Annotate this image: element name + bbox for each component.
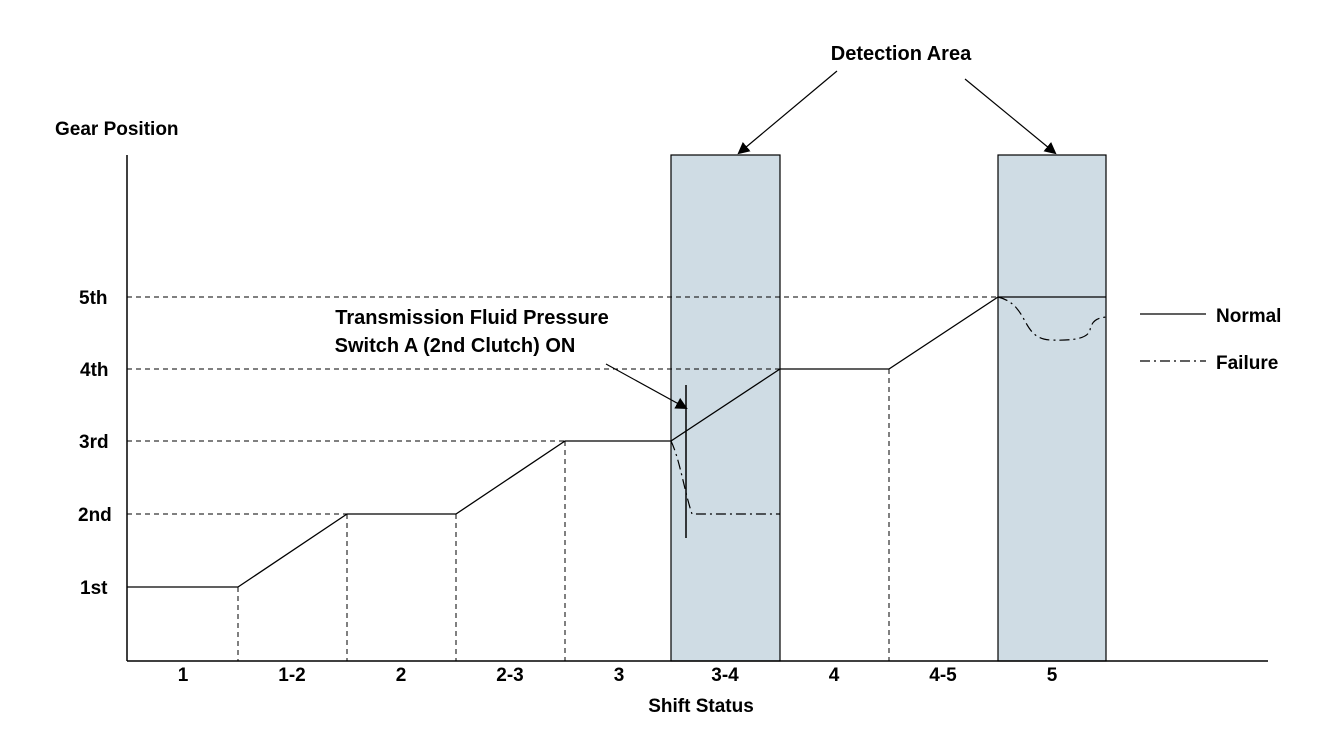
- normal-series-line: [127, 296, 1106, 588]
- detection-area-5: [997, 154, 1107, 662]
- x-tick-2-3: 2-3: [496, 665, 523, 686]
- legend-normal-label: Normal: [1216, 306, 1281, 327]
- failure-series-line-3-4: [670, 440, 780, 515]
- y-tick-2nd: 2nd: [78, 505, 112, 526]
- detection-arrow-right: [964, 78, 1057, 155]
- y-tick-1st: 1st: [80, 578, 108, 599]
- annotation-line-2: Switch A (2nd Clutch) ON: [335, 335, 576, 357]
- detection-area-3-4: [670, 154, 781, 662]
- x-tick-4-5: 4-5: [929, 665, 957, 686]
- x-tick-4: 4: [829, 665, 840, 686]
- annotation-arrow: [605, 363, 688, 409]
- segment-boundaries: [237, 369, 890, 661]
- gear-reference-lines: [127, 296, 998, 515]
- x-tick-3-4: 3-4: [711, 665, 739, 686]
- x-tick-1-2: 1-2: [278, 665, 305, 686]
- detection-arrow-left: [737, 70, 838, 155]
- legend-failure-label: Failure: [1216, 353, 1278, 374]
- x-axis-title: Shift Status: [648, 696, 754, 717]
- x-tick-2: 2: [396, 665, 407, 686]
- detection-area-label: Detection Area: [831, 43, 972, 65]
- annotation-line-1: Transmission Fluid Pressure: [335, 307, 608, 329]
- y-tick-5th: 5th: [79, 288, 108, 309]
- x-tick-1: 1: [178, 665, 189, 686]
- x-tick-3: 3: [614, 665, 625, 686]
- failure-series-line-5: [997, 296, 1107, 341]
- x-tick-5: 5: [1047, 665, 1058, 686]
- y-axis-title: Gear Position: [55, 119, 179, 140]
- y-tick-3rd: 3rd: [79, 432, 109, 453]
- y-tick-4th: 4th: [80, 360, 109, 381]
